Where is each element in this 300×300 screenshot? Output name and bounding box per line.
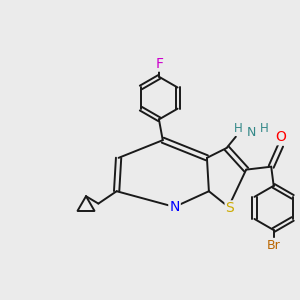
Text: H: H: [260, 122, 268, 135]
Text: Br: Br: [267, 239, 280, 252]
Text: N: N: [247, 126, 256, 139]
Text: O: O: [275, 130, 286, 144]
Text: S: S: [226, 201, 234, 215]
Text: F: F: [155, 57, 163, 70]
Text: H: H: [234, 122, 243, 135]
Text: N: N: [169, 200, 180, 214]
